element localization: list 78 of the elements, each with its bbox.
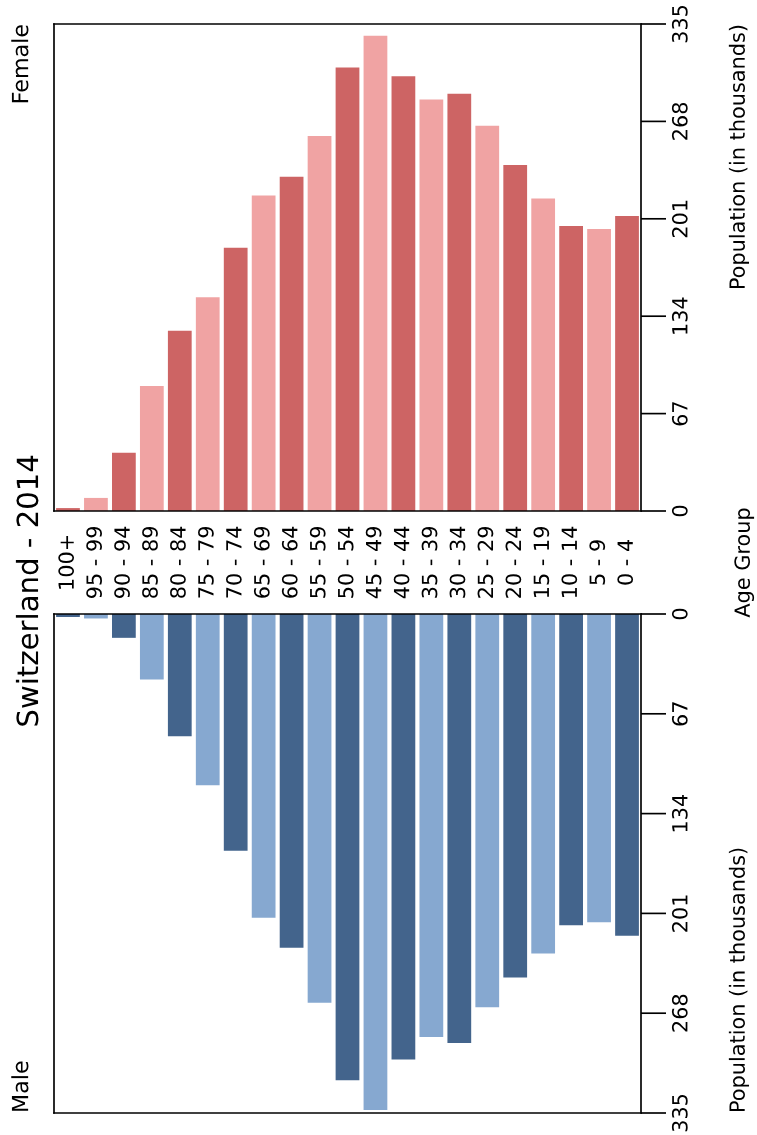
x-tick-label: 90 - 94 bbox=[114, 526, 130, 598]
bar bbox=[531, 198, 556, 511]
x-tick-label: 10 - 14 bbox=[561, 526, 578, 597]
bar bbox=[223, 614, 248, 851]
y-tick-label: 268 bbox=[671, 994, 688, 1032]
bar bbox=[475, 125, 500, 511]
bar bbox=[419, 99, 444, 511]
y-axis-title: Population (in thousands) bbox=[728, 25, 750, 289]
text: Female bbox=[11, 25, 29, 103]
bar bbox=[223, 247, 248, 511]
text: Switzerland - 2014 bbox=[15, 455, 39, 726]
bar bbox=[503, 165, 528, 511]
bar bbox=[391, 76, 416, 511]
x-tick-label: 20 - 24 bbox=[505, 526, 522, 598]
y-tick-label: 67 bbox=[671, 702, 688, 726]
x-tick-label: 55 - 59 bbox=[309, 526, 326, 598]
bar bbox=[251, 614, 276, 918]
x-tick-label: 25 - 29 bbox=[477, 526, 494, 598]
x-tick-label: 40 - 44 bbox=[393, 526, 410, 599]
bar bbox=[363, 35, 388, 511]
bar bbox=[587, 228, 611, 511]
bar bbox=[307, 614, 332, 1003]
bar bbox=[363, 614, 388, 1111]
y-tick-label: 201 bbox=[671, 200, 688, 238]
bar bbox=[307, 135, 332, 511]
x-tick-label: 70 - 74 bbox=[225, 526, 242, 598]
x-tick-label: 30 - 34 bbox=[449, 526, 466, 598]
bar bbox=[279, 614, 304, 948]
x-tick-label: 85 - 89 bbox=[142, 526, 158, 598]
y-tick-label: 0 bbox=[671, 505, 688, 517]
y-tick-label: 268 bbox=[671, 102, 688, 140]
bar bbox=[587, 614, 611, 923]
bar bbox=[615, 215, 639, 511]
x-tick-label: 0 - 4 bbox=[617, 539, 634, 585]
bar bbox=[195, 614, 220, 786]
y-tick-label: 67 bbox=[671, 402, 688, 426]
bar bbox=[279, 176, 304, 511]
x-tick-label: 75 - 79 bbox=[198, 526, 214, 598]
x-tick-label: 15 - 19 bbox=[533, 526, 550, 597]
bar bbox=[167, 330, 192, 511]
x-tick-label: 100+ bbox=[58, 535, 75, 589]
bar bbox=[475, 614, 500, 1008]
bar bbox=[335, 67, 360, 511]
y-tick-label: 134 bbox=[671, 794, 688, 832]
bar bbox=[335, 614, 360, 1081]
bar bbox=[559, 614, 583, 926]
bar bbox=[251, 195, 276, 511]
x-tick-label: 80 - 84 bbox=[170, 526, 186, 598]
bar bbox=[167, 614, 192, 737]
bar bbox=[84, 497, 108, 511]
y-tick-label: 0 bbox=[671, 608, 688, 620]
bar bbox=[391, 614, 416, 1060]
y-tick-label: 201 bbox=[671, 895, 688, 932]
y-tick-label: 335 bbox=[671, 5, 688, 43]
bar bbox=[112, 614, 136, 638]
x-tick-label: 95 - 99 bbox=[86, 526, 102, 598]
x-tick-label: 45 - 49 bbox=[365, 526, 382, 599]
x-tick-label: 65 - 69 bbox=[253, 526, 270, 598]
bar bbox=[447, 93, 472, 511]
bar bbox=[419, 614, 444, 1038]
x-tick-label: 5 - 9 bbox=[589, 540, 606, 585]
x-tick-label: 35 - 39 bbox=[421, 526, 438, 598]
bar bbox=[531, 614, 556, 954]
bar bbox=[503, 614, 528, 978]
x-tick-label: 50 - 54 bbox=[337, 526, 354, 598]
bar bbox=[447, 614, 472, 1043]
y-axis-title: Population (in thousands) bbox=[728, 848, 750, 1111]
bar bbox=[139, 385, 164, 511]
bar bbox=[559, 226, 583, 511]
y-tick-label: 134 bbox=[671, 297, 688, 334]
y-tick-label: 335 bbox=[671, 1094, 688, 1132]
bar bbox=[615, 614, 639, 936]
text: Male bbox=[11, 1061, 29, 1111]
x-tick-label: 60 - 64 bbox=[281, 526, 298, 598]
bar bbox=[112, 452, 136, 511]
text: Age Group bbox=[734, 508, 755, 618]
bar bbox=[195, 297, 220, 511]
bar bbox=[139, 614, 164, 680]
